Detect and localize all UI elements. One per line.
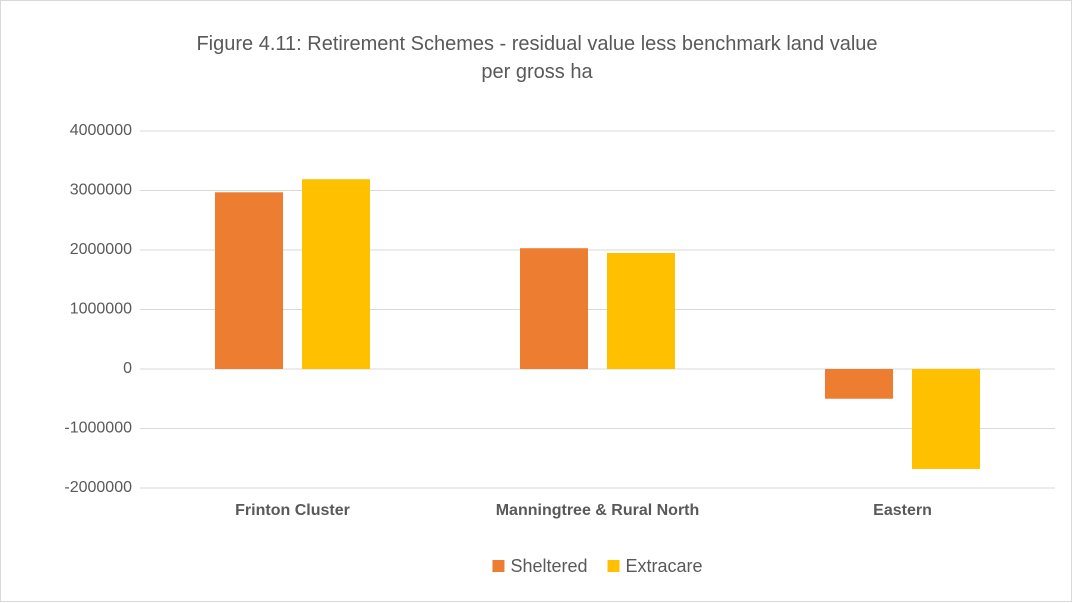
x-tick-label: Eastern bbox=[873, 502, 932, 519]
y-tick-label: 1000000 bbox=[70, 301, 132, 318]
y-tick-label: 2000000 bbox=[70, 241, 132, 258]
legend-label: Extracare bbox=[626, 556, 703, 576]
bar bbox=[912, 369, 980, 469]
legend-label: Sheltered bbox=[510, 556, 587, 576]
legend-swatch bbox=[607, 560, 620, 572]
bar bbox=[607, 252, 675, 369]
bar bbox=[520, 248, 588, 369]
y-tick-label: 3000000 bbox=[70, 182, 132, 199]
y-tick-label: -2000000 bbox=[64, 479, 132, 496]
y-tick-label: 4000000 bbox=[70, 122, 132, 139]
y-tick-label: 0 bbox=[123, 360, 132, 377]
chart-title: Figure 4.11: Retirement Schemes - residu… bbox=[196, 33, 878, 83]
bar bbox=[825, 369, 893, 399]
bar bbox=[215, 192, 283, 369]
x-tick-label: Frinton Cluster bbox=[235, 502, 350, 519]
x-tick-label: Manningtree & Rural North bbox=[496, 502, 700, 519]
legend-swatch bbox=[492, 560, 505, 572]
bar bbox=[302, 179, 370, 369]
y-tick-label: -1000000 bbox=[64, 420, 132, 437]
